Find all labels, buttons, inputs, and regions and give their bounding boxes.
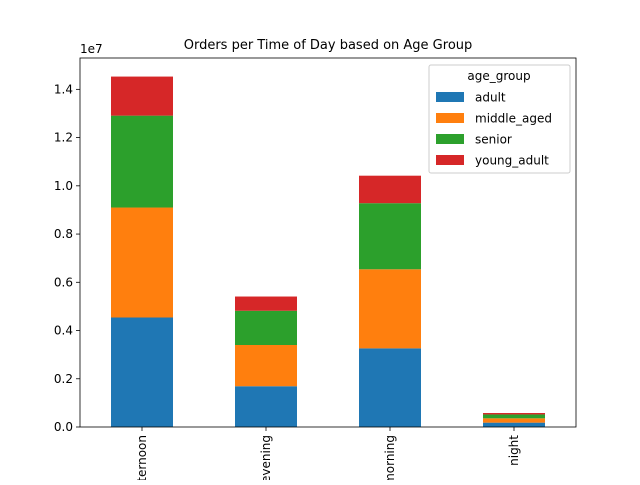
bar-young_adult-night xyxy=(483,413,545,415)
bar-senior-evening xyxy=(235,310,297,345)
x-tick-label: evening xyxy=(259,435,273,480)
bar-adult-afternoon xyxy=(111,317,173,427)
bar-senior-night xyxy=(483,414,545,419)
legend-swatch-adult xyxy=(436,92,464,102)
plot-area: afternoon evening morning night 0.0 0.2 0.4 0.6… xyxy=(54,57,577,485)
bar-middle_aged-afternoon xyxy=(111,207,173,318)
bar-adult-morning xyxy=(359,348,421,427)
bar-middle_aged-night xyxy=(483,418,545,423)
y-tick-label: 1.4 xyxy=(54,82,73,96)
bar-young_adult-afternoon xyxy=(111,76,173,116)
legend-swatch-middle_aged xyxy=(436,113,464,123)
legend-swatch-young_adult xyxy=(436,155,464,165)
y-tick-label: 0.2 xyxy=(54,372,73,386)
y-tick-label: 0.4 xyxy=(54,324,73,338)
bar-young_adult-evening xyxy=(235,296,297,311)
y-tick-label: 1.2 xyxy=(54,131,73,145)
legend-title: age_group xyxy=(467,69,530,83)
legend-label-young_adult: young_adult xyxy=(475,154,549,168)
legend-label-adult: adult xyxy=(475,91,506,105)
axes-frame xyxy=(79,57,577,428)
x-tick-label: morning xyxy=(383,435,397,480)
bar-middle_aged-evening xyxy=(235,345,297,387)
y-tick-label: 1.0 xyxy=(54,179,73,193)
legend-frame xyxy=(428,64,571,174)
y-axis-scale-label: 1e7 xyxy=(80,42,103,56)
y-tick-label: 0.0 xyxy=(54,420,73,434)
y-tick-label: 0.8 xyxy=(54,227,73,241)
legend-label-senior: senior xyxy=(475,133,512,147)
bar-middle_aged-morning xyxy=(359,269,421,349)
legend-label-middle_aged: middle_aged xyxy=(475,112,552,126)
bar-young_adult-morning xyxy=(359,175,421,204)
x-tick-label: night xyxy=(507,435,521,466)
bar-senior-morning xyxy=(359,203,421,270)
x-tick-label: afternoon xyxy=(135,435,149,480)
bar-adult-evening xyxy=(235,386,297,427)
chart-title: Orders per Time of Day based on Age Grou… xyxy=(184,38,473,53)
bar-senior-afternoon xyxy=(111,115,173,208)
y-tick-label: 0.6 xyxy=(54,275,73,289)
bar-adult-night xyxy=(483,422,545,427)
legend-swatch-senior xyxy=(436,134,464,144)
